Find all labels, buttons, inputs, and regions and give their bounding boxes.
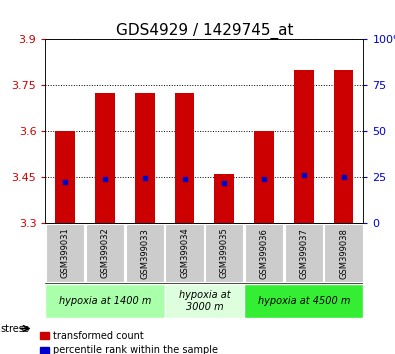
Text: GSM399031: GSM399031 <box>61 228 70 279</box>
Bar <box>294 70 314 223</box>
Text: percentile rank within the sample: percentile rank within the sample <box>53 346 218 354</box>
Bar <box>214 174 234 223</box>
FancyBboxPatch shape <box>244 284 363 318</box>
FancyBboxPatch shape <box>45 284 165 318</box>
Bar <box>55 131 75 223</box>
Text: stress: stress <box>0 324 29 333</box>
Title: GDS4929 / 1429745_at: GDS4929 / 1429745_at <box>116 23 293 39</box>
FancyBboxPatch shape <box>46 224 85 282</box>
Bar <box>40 347 49 354</box>
Bar <box>40 332 49 339</box>
Text: GSM399037: GSM399037 <box>299 228 308 279</box>
Bar <box>175 93 194 223</box>
FancyBboxPatch shape <box>245 224 283 282</box>
FancyBboxPatch shape <box>324 224 363 282</box>
FancyBboxPatch shape <box>126 224 164 282</box>
Text: hypoxia at 1400 m: hypoxia at 1400 m <box>59 296 151 306</box>
Text: transformed count: transformed count <box>53 331 144 341</box>
FancyBboxPatch shape <box>86 224 124 282</box>
Text: GSM399036: GSM399036 <box>260 228 269 279</box>
FancyBboxPatch shape <box>165 284 244 318</box>
Bar <box>135 93 155 223</box>
Text: GSM399032: GSM399032 <box>101 228 109 279</box>
FancyBboxPatch shape <box>285 224 323 282</box>
Text: GSM399035: GSM399035 <box>220 228 229 279</box>
Bar <box>334 70 354 223</box>
FancyBboxPatch shape <box>166 224 203 282</box>
FancyBboxPatch shape <box>205 224 243 282</box>
Text: GSM399034: GSM399034 <box>180 228 189 279</box>
Text: hypoxia at 4500 m: hypoxia at 4500 m <box>258 296 350 306</box>
Text: GSM399033: GSM399033 <box>140 228 149 279</box>
Bar <box>254 131 274 223</box>
Text: GSM399038: GSM399038 <box>339 228 348 279</box>
Text: hypoxia at
3000 m: hypoxia at 3000 m <box>179 290 230 312</box>
Bar <box>95 93 115 223</box>
